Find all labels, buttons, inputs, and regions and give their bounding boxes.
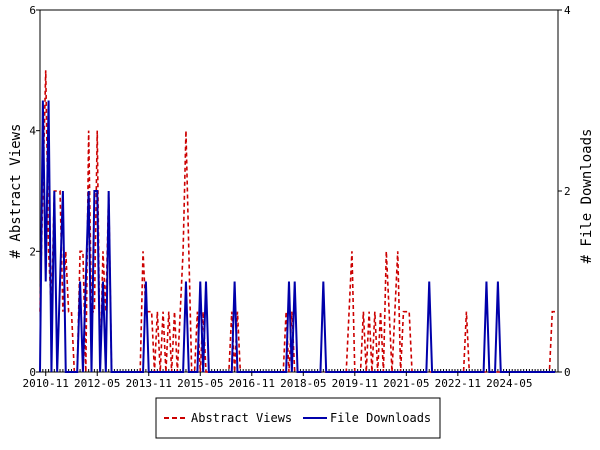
legend: Abstract Views File Downloads	[155, 397, 441, 439]
x-tick-label: 2010-11	[23, 377, 69, 390]
y-left-tick-label: 6	[29, 4, 36, 17]
series-layer	[39, 70, 556, 373]
y-axis-left-title: # Abstract Views	[8, 124, 24, 259]
series-line-file-downloads	[39, 100, 556, 373]
x-tick-label: 2012-05	[74, 377, 120, 390]
axis-ticks: 2010-11 2012-05 2013-11 2015-05 2016-11 2018-…	[23, 4, 571, 390]
y-right-tick-label: 0	[564, 366, 571, 379]
y-right-tick-label: 4	[564, 4, 571, 17]
x-tick-label: 2018-05	[280, 377, 326, 390]
x-tick-label: 2024-05	[486, 377, 532, 390]
legend-label-abstract-views: Abstract Views	[191, 411, 292, 425]
y-left-tick-label: 4	[29, 125, 36, 138]
legend-box	[155, 397, 441, 439]
x-tick-label: 2013-11	[126, 377, 172, 390]
legend-label-file-downloads: File Downloads	[330, 411, 431, 425]
y-right-tick-label: 2	[564, 185, 571, 198]
x-tick-label: 2022-11	[435, 377, 481, 390]
x-tick-label: 2016-11	[229, 377, 275, 390]
x-tick-label: 2019-11	[332, 377, 378, 390]
y-left-tick-label: 2	[29, 245, 36, 258]
plot-area	[39, 9, 559, 373]
x-tick-label: 2015-05	[177, 377, 223, 390]
y-axis-right-title: # File Downloads	[579, 129, 595, 264]
x-tick-label: 2021-05	[383, 377, 429, 390]
y-left-tick-label: 0	[29, 366, 36, 379]
